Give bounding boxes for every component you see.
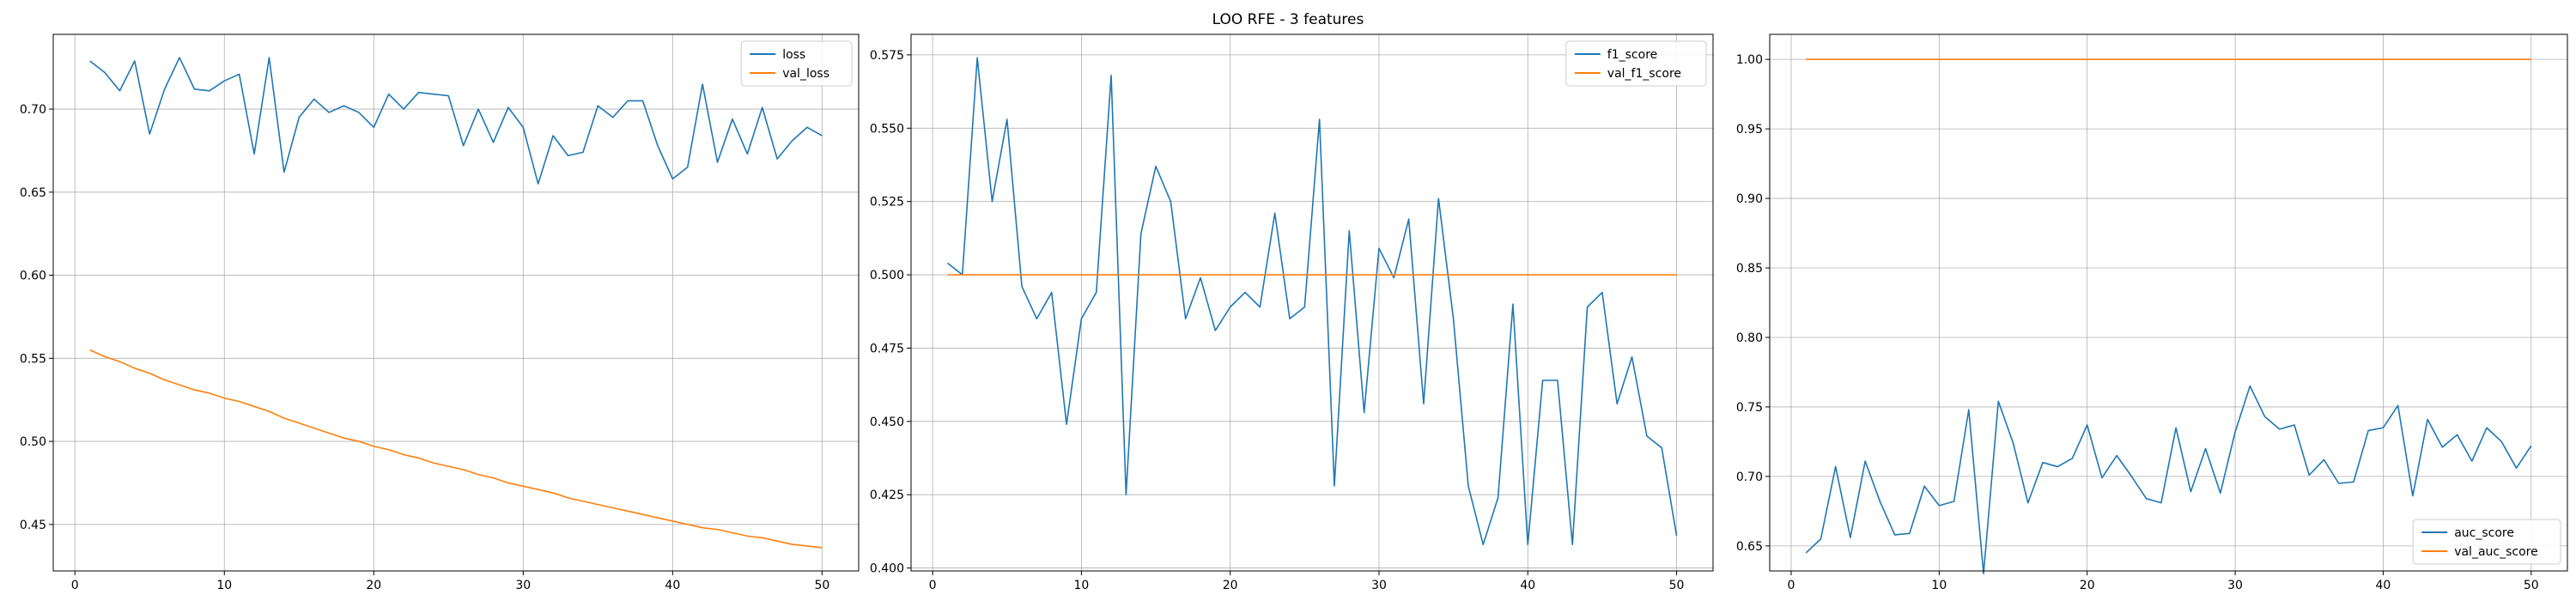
x-tick-label: 40 (665, 579, 680, 592)
y-tick-label: 1.00 (1736, 53, 1763, 67)
figure-title: LOO RFE - 3 features (1212, 11, 1364, 28)
legend-label: loss (782, 48, 805, 62)
legend: loss val_loss (740, 40, 853, 87)
y-tick-label: 0.475 (870, 342, 904, 355)
y-tick-label: 0.425 (870, 489, 904, 502)
y-tick-label: 0.65 (20, 186, 46, 200)
legend-box (2412, 519, 2561, 565)
x-tick-label: 10 (1073, 579, 1089, 592)
x-tick-label: 50 (2524, 579, 2539, 592)
x-tick-label: 50 (1669, 579, 1685, 592)
auc-score-panel: 0 10 20 30 40 50 0.65 0.70 0.75 0.80 0.85 0.90 0.95 1… (1736, 33, 2568, 592)
legend-label: val_auc_score (2454, 545, 2538, 559)
x-tick-label: 20 (1223, 579, 1238, 592)
y-tick-label: 0.90 (1736, 192, 1763, 206)
series-line-loss (89, 57, 823, 185)
y-tick-label: 0.60 (20, 270, 46, 283)
legend: f1_score val_f1_score (1565, 40, 1707, 87)
axes-frame (1769, 33, 2568, 572)
legend-label: val_loss (782, 67, 829, 81)
legend-box (740, 40, 853, 87)
x-tick-label: 40 (2376, 579, 2391, 592)
x-tick-label: 0 (71, 579, 79, 592)
loss-panel: 0 10 20 30 40 50 0.45 0.50 0.55 0.60 0.65 0.70 loss v… (20, 33, 860, 592)
series-line-val-loss (89, 349, 823, 549)
legend-label: val_f1_score (1607, 67, 1681, 81)
y-tick-label: 0.550 (870, 122, 904, 136)
x-tick-label: 10 (1931, 579, 1947, 592)
y-tick-label: 0.70 (20, 103, 46, 117)
axes-frame (910, 33, 1714, 572)
x-tick-label: 20 (2080, 579, 2095, 592)
x-tick-label: 30 (2227, 579, 2243, 592)
y-tick-label: 0.75 (1736, 401, 1763, 415)
x-tick-label: 50 (814, 579, 829, 592)
y-tick-label: 0.45 (20, 519, 46, 532)
y-tick-label: 0.95 (1736, 123, 1763, 137)
y-tick-label: 0.525 (870, 196, 904, 209)
y-tick-label: 0.85 (1736, 262, 1763, 276)
y-tick-label: 0.500 (870, 269, 904, 282)
legend-label: f1_score (1607, 48, 1657, 62)
y-tick-label: 0.50 (20, 435, 46, 449)
y-tick-label: 0.450 (870, 416, 904, 429)
x-tick-label: 0 (929, 579, 937, 592)
y-tick-label: 0.80 (1736, 331, 1763, 345)
x-tick-label: 20 (366, 579, 381, 592)
f1-score-panel: 0 10 20 30 40 50 0.400 0.425 0.450 0.475 0.500 0.52… (870, 33, 1714, 592)
series-line-auc-score (1805, 385, 2532, 575)
y-tick-label: 0.70 (1736, 470, 1763, 484)
y-tick-label: 0.65 (1736, 540, 1763, 554)
y-tick-label: 0.575 (870, 49, 904, 63)
series-line-f1-score (946, 57, 1678, 546)
legend-label: auc_score (2454, 526, 2514, 540)
x-tick-label: 0 (1788, 579, 1795, 592)
x-tick-label: 30 (1371, 579, 1387, 592)
axes-frame (52, 33, 860, 572)
y-tick-label: 0.55 (20, 352, 46, 366)
legend: auc_score val_auc_score (2412, 519, 2561, 565)
legend-box (1565, 40, 1707, 87)
y-tick-label: 0.400 (870, 562, 904, 576)
x-tick-label: 40 (1520, 579, 1535, 592)
x-tick-label: 30 (515, 579, 531, 592)
x-tick-label: 10 (216, 579, 232, 592)
